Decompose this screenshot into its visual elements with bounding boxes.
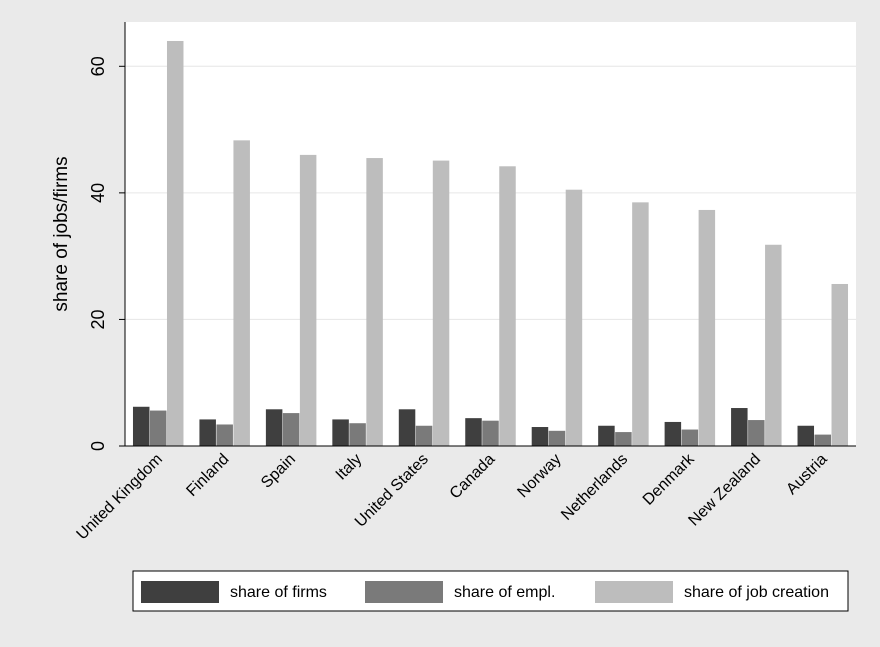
bar-firms xyxy=(531,427,549,446)
bar-job-creation xyxy=(299,154,317,447)
bar-empl xyxy=(349,423,366,446)
bar-job-creation xyxy=(698,209,716,446)
bar-firms xyxy=(132,406,150,446)
bar-job-creation xyxy=(366,158,383,447)
bar-empl xyxy=(415,425,433,446)
bar-empl xyxy=(615,432,632,446)
bar-firms xyxy=(332,419,349,446)
y-tick-label: 40 xyxy=(88,183,108,203)
bars xyxy=(132,40,849,447)
bar-job-creation xyxy=(233,140,250,446)
bar-empl xyxy=(216,424,233,446)
legend-label: share of job creation xyxy=(684,584,829,601)
bar-empl xyxy=(814,434,832,446)
bar-job-creation xyxy=(432,160,450,446)
bar-empl xyxy=(149,410,167,446)
legend-swatch xyxy=(365,581,443,603)
bar-firms xyxy=(797,425,815,446)
bar-job-creation xyxy=(632,202,649,446)
legend-label: share of firms xyxy=(230,584,327,601)
bar-firms xyxy=(398,409,416,446)
x-tick-label: Austria xyxy=(783,451,830,498)
bar-firms xyxy=(731,408,748,446)
legend-swatch xyxy=(141,581,219,603)
y-tick-label: 0 xyxy=(88,441,108,451)
bar-empl xyxy=(681,429,699,446)
y-tick-label: 20 xyxy=(88,309,108,329)
x-tick-label: Canada xyxy=(447,451,499,503)
bar-empl xyxy=(548,430,566,446)
x-tick-label: Finland xyxy=(183,451,232,500)
legend-label: share of empl. xyxy=(454,584,555,601)
legend-box xyxy=(132,570,849,612)
y-axis-label: share of jobs/firms xyxy=(51,156,72,311)
bar-job-creation xyxy=(565,189,583,447)
y-tick-label: 60 xyxy=(88,56,108,76)
bar-job-creation xyxy=(166,40,184,446)
bar-empl xyxy=(748,420,765,446)
bar-empl xyxy=(282,413,300,446)
bar-firms xyxy=(465,418,482,446)
bar-firms xyxy=(199,419,216,446)
bar-job-creation xyxy=(831,283,849,446)
x-tick-label: Denmark xyxy=(640,450,699,509)
bar-job-creation xyxy=(499,166,516,446)
bar-firms xyxy=(664,421,682,446)
x-tick-label: Norway xyxy=(514,451,564,501)
x-tick-label: Spain xyxy=(258,451,299,492)
y-axis: 0 20 40 60 xyxy=(88,22,126,451)
x-tick-label: Italy xyxy=(333,451,366,484)
legend-swatch xyxy=(595,581,673,603)
legend: share of firms share of empl. share of job… xyxy=(132,570,849,612)
bar-empl xyxy=(482,420,499,446)
bar-firms xyxy=(265,409,283,446)
bar-job-creation xyxy=(765,244,782,446)
bar-firms xyxy=(598,425,615,446)
x-tick-label: United Kingdom xyxy=(74,451,167,544)
x-tick-label: Netherlands xyxy=(558,451,631,524)
